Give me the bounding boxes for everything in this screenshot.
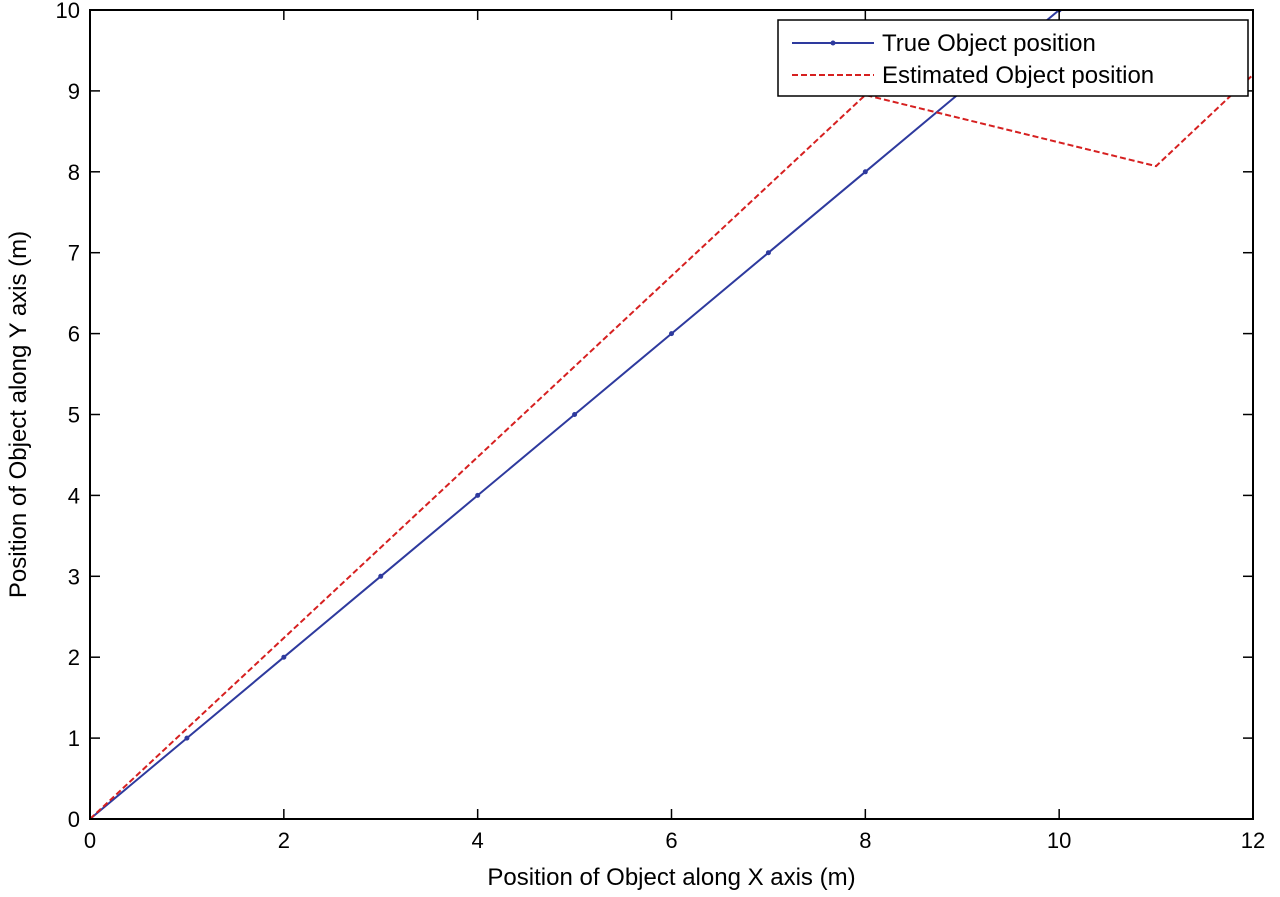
legend-label-true-position: True Object position <box>882 30 1096 57</box>
y-axis-tick-labels: 0 1 2 3 4 5 6 7 8 9 10 <box>56 0 80 832</box>
x-tick-label: 10 <box>1047 828 1071 853</box>
data-point <box>475 492 481 498</box>
axis-ticks <box>89 9 1254 820</box>
chart-legend: True Object position Estimated Object po… <box>777 19 1249 97</box>
y-axis-title: Position of Object along Y axis (m) <box>5 231 32 598</box>
legend-label-estimated-position: Estimated Object position <box>882 62 1154 89</box>
x-tick-label: 12 <box>1241 828 1265 853</box>
y-tick-label: 2 <box>68 645 80 670</box>
series-line <box>90 73 1253 819</box>
y-tick-label: 9 <box>68 79 80 104</box>
data-point <box>184 735 190 741</box>
series-true-position <box>90 10 1062 819</box>
y-tick-label: 0 <box>68 807 80 832</box>
x-tick-label: 8 <box>859 828 871 853</box>
y-tick-label: 1 <box>68 726 80 751</box>
x-tick-label: 0 <box>84 828 96 853</box>
data-point <box>669 331 674 337</box>
y-tick-label: 6 <box>68 322 80 347</box>
data-point <box>572 412 578 417</box>
legend-box <box>777 19 1249 97</box>
y-tick-label: 7 <box>68 241 80 266</box>
y-tick-label: 8 <box>68 160 80 185</box>
series-layer <box>90 10 1253 819</box>
data-point <box>862 169 868 175</box>
x-tick-label: 6 <box>665 828 677 853</box>
y-tick-label: 4 <box>68 483 80 508</box>
legend-marker-true-position <box>830 40 836 46</box>
plot-area-frame <box>89 9 1254 820</box>
y-tick-label: 5 <box>68 403 80 428</box>
y-tick-label: 3 <box>68 564 80 589</box>
data-point <box>765 250 771 256</box>
x-tick-label: 4 <box>472 828 484 853</box>
x-axis-title: Position of Object along X axis (m) <box>487 864 855 891</box>
series-estimated-position <box>90 73 1253 819</box>
data-point <box>378 573 384 579</box>
x-axis-tick-labels: 0 2 4 6 8 10 12 <box>84 828 1265 853</box>
y-tick-label: 10 <box>56 0 80 23</box>
data-point <box>281 654 287 660</box>
x-tick-label: 2 <box>278 828 290 853</box>
